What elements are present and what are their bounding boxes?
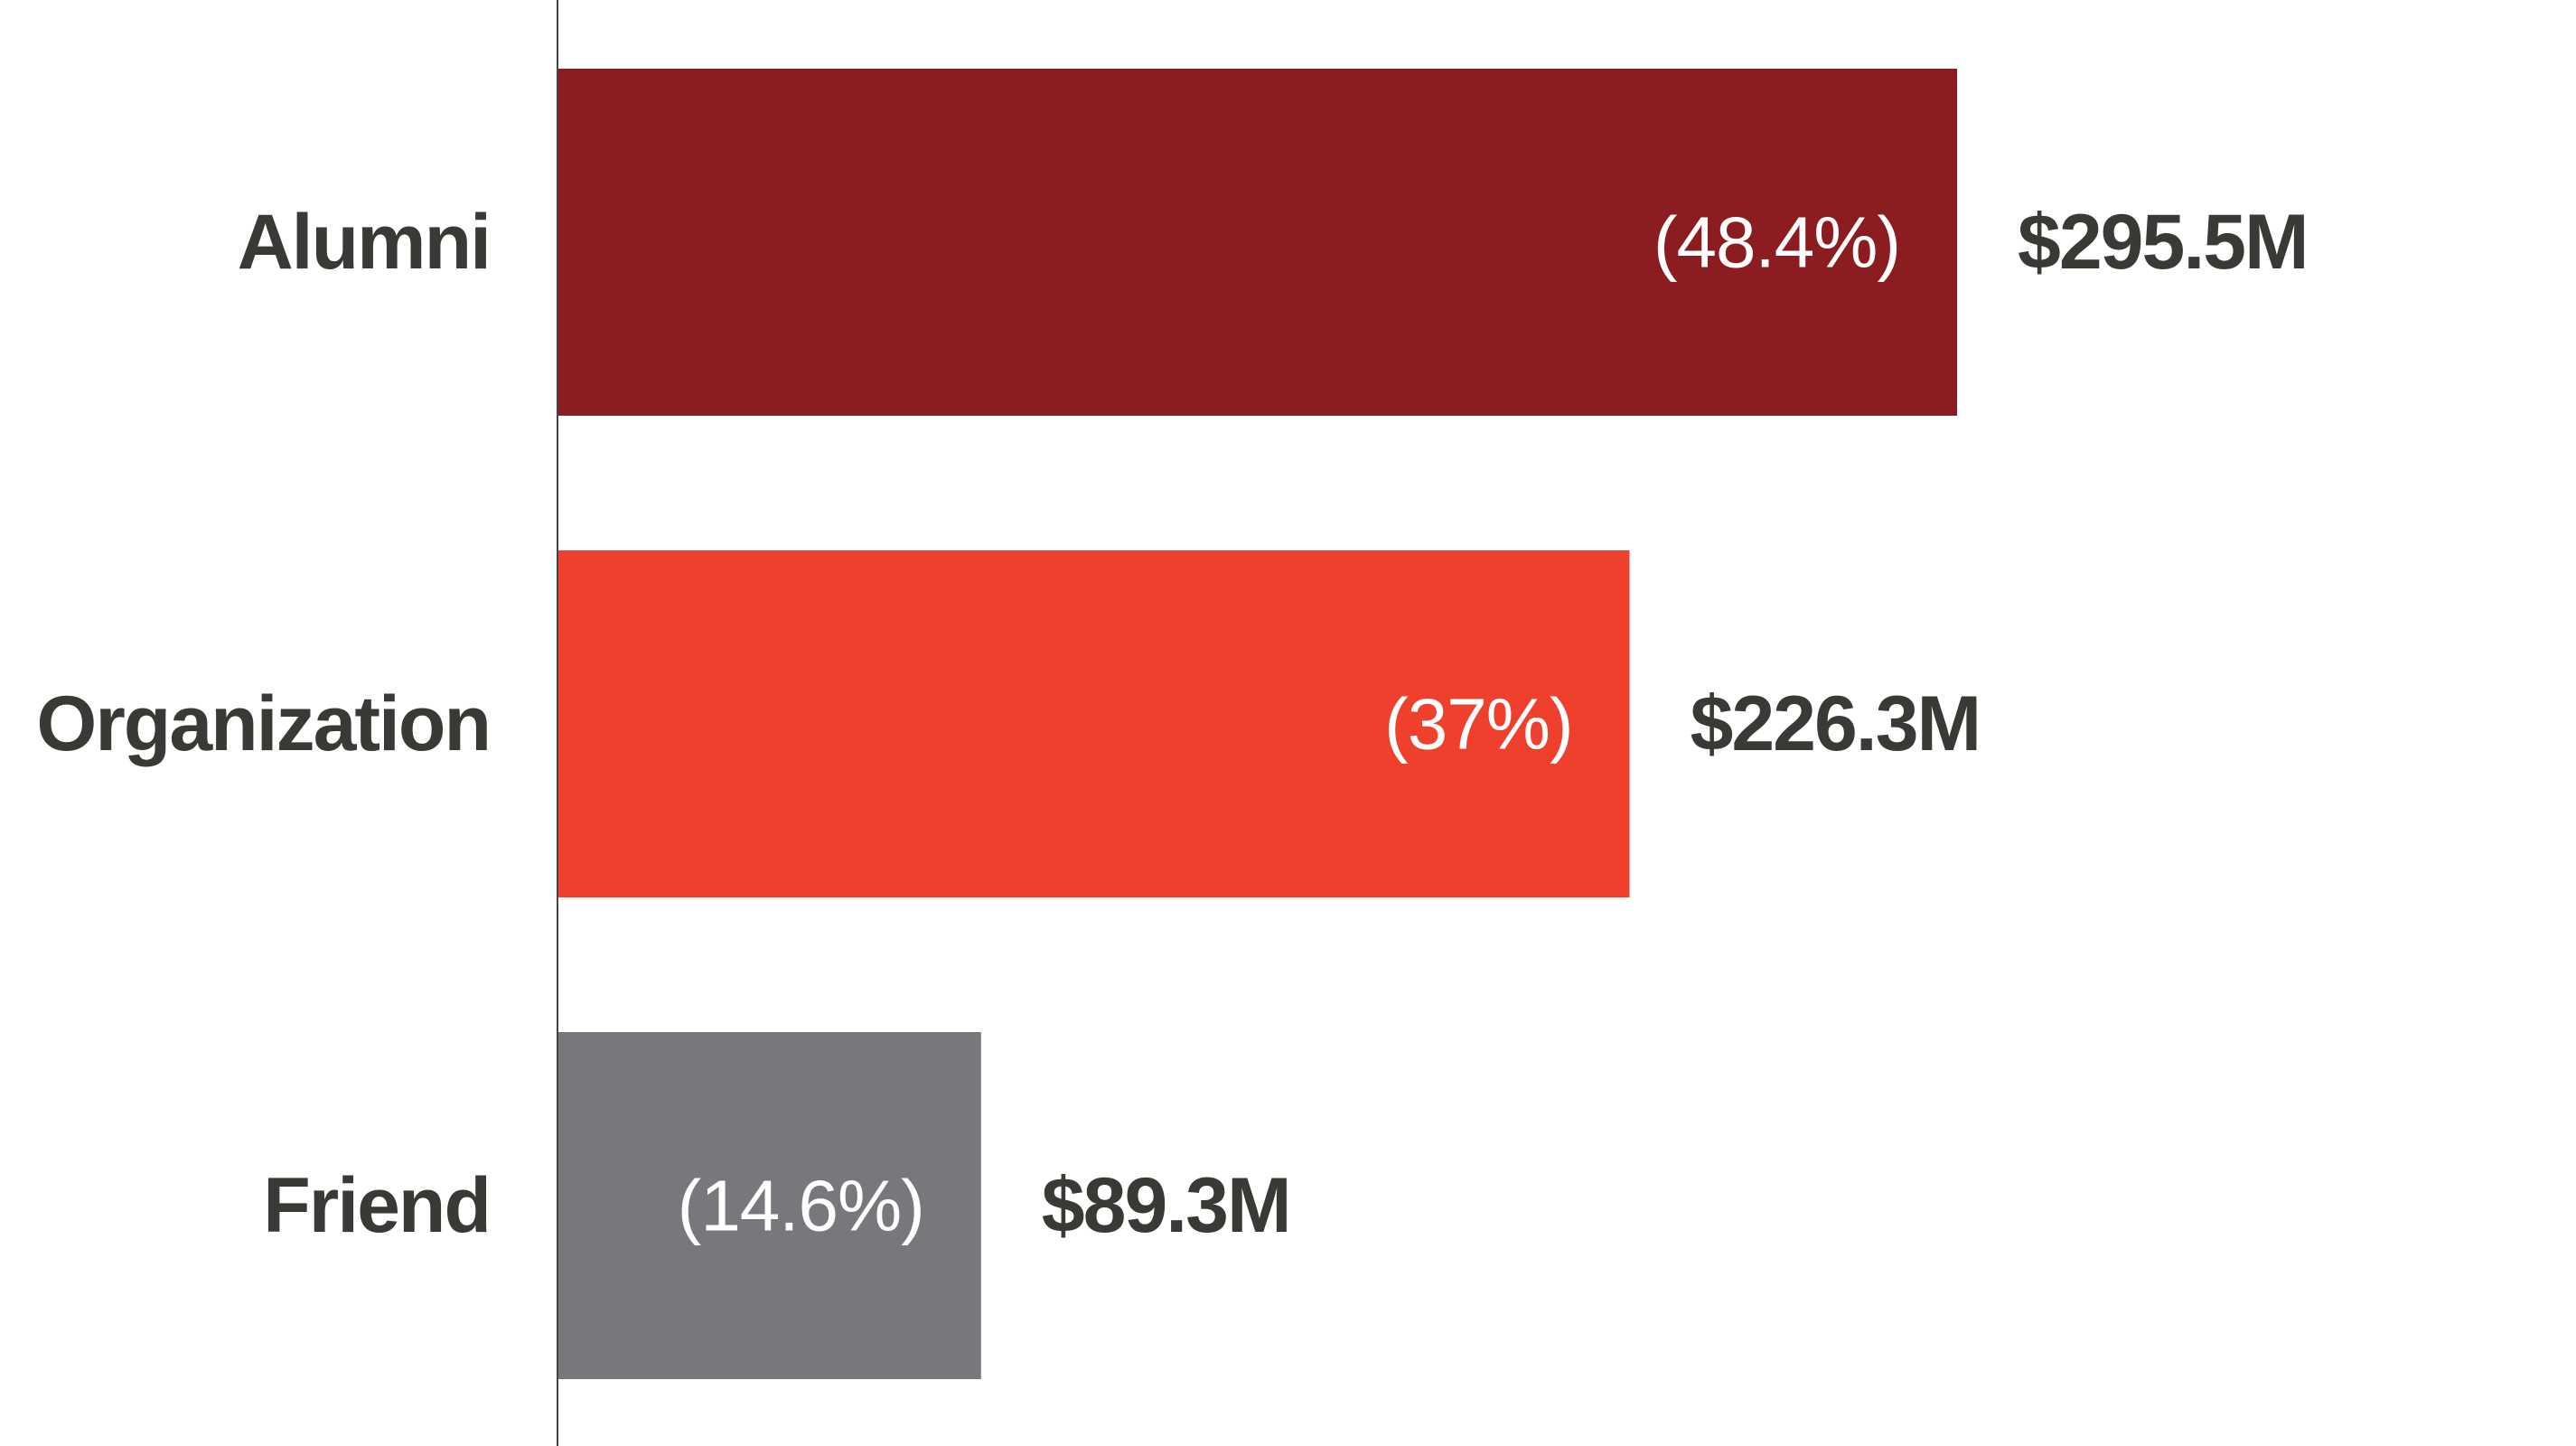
percent-label-organization: (37%) <box>1384 684 1572 765</box>
category-label-friend: Friend <box>263 1162 490 1249</box>
bar-organization <box>558 550 1630 897</box>
bar-friend <box>558 1032 981 1379</box>
category-label-alumni: Alumni <box>238 199 490 286</box>
percent-label-alumni: (48.4%) <box>1653 202 1900 283</box>
value-label-organization: $226.3M <box>1690 681 1980 767</box>
category-label-organization: Organization <box>36 681 490 767</box>
bars-group: Alumni (48.4%) $295.5M Organization (37%) $22… <box>36 69 2309 1379</box>
percent-label-friend: (14.6%) <box>678 1166 924 1246</box>
bar-alumni <box>558 69 1957 416</box>
value-label-alumni: $295.5M <box>2018 199 2308 286</box>
value-label-friend: $89.3M <box>1042 1162 1290 1249</box>
